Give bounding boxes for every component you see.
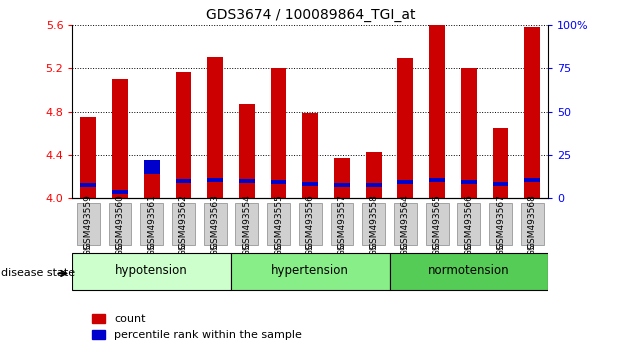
Text: GSM493558: GSM493558 [369,195,378,250]
Bar [112,79,128,198]
FancyBboxPatch shape [172,203,195,245]
Text: GSM493568: GSM493568 [528,195,537,250]
Bar [461,68,477,198]
Text: GSM493557: GSM493557 [338,195,346,250]
Text: GSM493554: GSM493554 [243,195,251,250]
Bar [493,182,508,186]
FancyBboxPatch shape [77,203,100,245]
Bar [239,179,255,183]
Title: GDS3674 / 100089864_TGI_at: GDS3674 / 100089864_TGI_at [205,8,415,22]
FancyBboxPatch shape [331,203,353,245]
Bar [239,104,255,198]
Text: disease state: disease state [1,268,76,278]
Bar [112,190,128,194]
FancyBboxPatch shape [72,253,231,290]
FancyBboxPatch shape [457,203,480,245]
Bar [366,183,382,187]
Bar [493,128,508,198]
FancyBboxPatch shape [108,203,132,245]
FancyBboxPatch shape [267,203,290,245]
Legend: count, percentile rank within the sample: count, percentile rank within the sample [88,309,306,345]
Bar [334,183,350,187]
Bar [398,58,413,198]
Bar [302,182,318,186]
Text: GSM493564: GSM493564 [401,195,410,250]
Text: GSM493559: GSM493559 [84,195,93,250]
FancyBboxPatch shape [426,203,449,245]
Bar [81,117,96,198]
Bar [207,178,223,182]
Bar [176,73,192,198]
FancyBboxPatch shape [140,203,163,245]
FancyBboxPatch shape [231,253,389,290]
Bar [398,180,413,184]
FancyBboxPatch shape [203,203,227,245]
FancyBboxPatch shape [362,203,385,245]
Text: GSM493565: GSM493565 [433,195,442,250]
FancyBboxPatch shape [389,253,548,290]
Text: GSM493560: GSM493560 [115,195,125,250]
Bar [144,160,159,175]
Bar [81,183,96,187]
Bar [366,152,382,198]
Bar [334,158,350,198]
Bar [429,178,445,182]
Text: GSM493555: GSM493555 [274,195,283,250]
Bar [271,68,287,198]
FancyBboxPatch shape [521,203,544,245]
Text: normotension: normotension [428,264,510,278]
Bar [524,178,540,182]
Bar [207,57,223,198]
FancyBboxPatch shape [236,203,258,245]
Text: GSM493556: GSM493556 [306,195,315,250]
Bar [302,113,318,198]
Text: GSM493563: GSM493563 [210,195,220,250]
Bar [524,27,540,198]
FancyBboxPatch shape [489,203,512,245]
Bar [176,179,192,183]
Text: GSM493567: GSM493567 [496,195,505,250]
FancyBboxPatch shape [394,203,417,245]
Bar [461,180,477,184]
Text: GSM493562: GSM493562 [179,195,188,250]
FancyBboxPatch shape [299,203,322,245]
Bar [429,25,445,198]
Text: hypotension: hypotension [115,264,188,278]
Text: GSM493561: GSM493561 [147,195,156,250]
Text: hypertension: hypertension [272,264,349,278]
Text: GSM493566: GSM493566 [464,195,473,250]
Bar [271,180,287,184]
Bar [144,175,159,198]
